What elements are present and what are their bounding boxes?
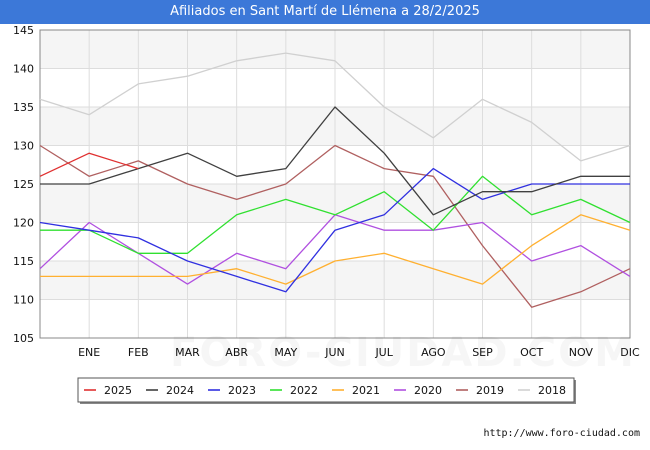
series-lines (39, 52, 631, 308)
legend-label-2023: 2023 (228, 384, 256, 397)
x-tick-label: OCT (520, 346, 543, 359)
x-tick-label: MAR (175, 346, 200, 359)
legend-label-2024: 2024 (166, 384, 194, 397)
grid-lines (39, 29, 631, 339)
series-line-2019 (39, 144, 631, 308)
y-tick-label: 120 (13, 217, 34, 230)
x-tick-label: MAY (274, 346, 297, 359)
series-line-2018 (39, 52, 631, 162)
legend-label-2020: 2020 (414, 384, 442, 397)
series-line-2021 (40, 214, 631, 285)
y-tick-label: 135 (13, 101, 34, 114)
x-tick-label: SEP (472, 346, 493, 359)
x-tick-label: JUN (324, 346, 345, 359)
legend-label-2021: 2021 (352, 384, 380, 397)
legend-label-2025: 2025 (104, 384, 132, 397)
x-tick-label: DIC (620, 346, 640, 359)
y-tick-label: 145 (13, 24, 34, 37)
series-line-2023 (39, 167, 630, 293)
x-tick-label: JUL (374, 346, 393, 359)
legend-label-2022: 2022 (290, 384, 318, 397)
y-tick-label: 130 (13, 140, 34, 153)
chart-title: Afiliados en Sant Martí de Llémena a 28/… (0, 0, 650, 24)
y-tick-label: 125 (13, 178, 34, 191)
legend-label-2019: 2019 (476, 384, 504, 397)
x-tick-label: ENE (78, 346, 100, 359)
series-line-2022 (40, 175, 631, 254)
legend-box (77, 377, 575, 403)
y-tick-label: 110 (13, 294, 34, 307)
series-line-2025 (39, 152, 139, 177)
x-axis-ticks: ENE FEB MAR ABR MAY JUN JUL AGO SEP OCT NOV DIC (78, 346, 640, 359)
x-tick-label: FEB (128, 346, 149, 359)
y-tick-label: 105 (13, 332, 34, 345)
source-link[interactable]: http://www.foro-ciudad.com (483, 428, 640, 439)
y-tick-label: 140 (13, 63, 34, 76)
x-tick-label: NOV (569, 346, 594, 359)
legend-label-2018: 2018 (538, 384, 566, 397)
y-tick-label: 115 (13, 255, 34, 268)
x-tick-label: AGO (421, 346, 446, 359)
x-tick-label: ABR (225, 346, 248, 359)
y-axis-ticks: 105 110 115 120 125 130 135 140 145 (13, 24, 34, 345)
legend: 2025 2024 2023 2022 2021 2020 2019 2018 (77, 377, 576, 404)
